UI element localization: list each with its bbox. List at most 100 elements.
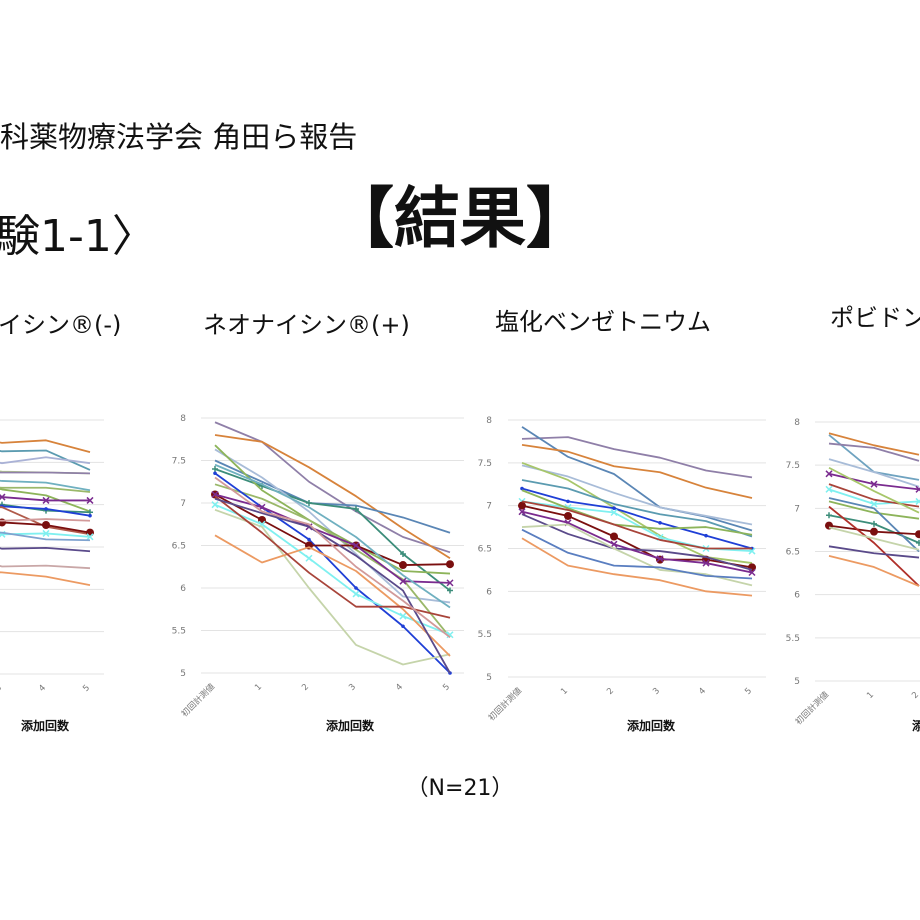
series-line xyxy=(0,439,91,454)
x-tick-label: 初回計測値 xyxy=(793,689,831,727)
chart-4-title: ポビドン xyxy=(830,304,920,332)
data-point xyxy=(916,539,920,546)
chart-2-title: ネオナイシン®(+) xyxy=(203,311,410,339)
series-line xyxy=(521,528,753,580)
y-tick-label: 7.5 xyxy=(478,459,492,469)
series-line xyxy=(0,506,91,536)
chart-3-title: 塩化ベンゼトニウム xyxy=(495,308,711,336)
series-line xyxy=(828,466,920,514)
data-point xyxy=(518,508,526,516)
data-point xyxy=(915,497,920,505)
series-line xyxy=(828,545,920,559)
y-tick-label: 5.5 xyxy=(478,630,492,640)
y-tick-label: 7 xyxy=(486,502,492,512)
data-point xyxy=(446,560,454,569)
series-line xyxy=(521,489,753,536)
x-tick-label: 1 xyxy=(865,690,876,701)
series-line xyxy=(214,448,451,604)
y-tick-label: 7 xyxy=(794,504,800,514)
y-tick-label: 6 xyxy=(486,587,492,597)
series-line xyxy=(214,497,451,674)
x-tick-label: 4 xyxy=(37,683,48,694)
data-point xyxy=(42,496,50,504)
series-line xyxy=(214,508,451,666)
y-tick-label: 5 xyxy=(180,669,186,679)
data-point xyxy=(871,520,877,527)
x-tick-label: 2 xyxy=(910,690,920,701)
series-line xyxy=(521,464,753,526)
series-line xyxy=(521,537,753,597)
data-point xyxy=(656,555,664,563)
x-tick-label: 4 xyxy=(697,686,708,697)
data-point xyxy=(211,501,219,509)
y-tick-label: 5.5 xyxy=(172,627,186,637)
series-line xyxy=(828,500,920,520)
data-point xyxy=(520,486,524,491)
series-line xyxy=(0,521,91,534)
series-line xyxy=(214,493,451,584)
data-point xyxy=(566,499,570,504)
x-tick-label: 初回計測値 xyxy=(179,681,217,719)
data-point xyxy=(518,501,526,510)
chart-2: 5 5.5 6 6.5 7 7.5 8 初回計測値 1 2 3 4 5 添加回数 xyxy=(172,414,464,733)
series-line xyxy=(0,531,91,542)
result-title: 【結果】 xyxy=(328,180,592,257)
data-point xyxy=(870,527,878,536)
series-line xyxy=(828,483,920,508)
data-point xyxy=(354,586,358,590)
chart-3: 5 5.5 6 6.5 7 7.5 8 初回計測値 1 2 3 4 5 添加回数 xyxy=(478,416,766,733)
series-line xyxy=(0,449,91,471)
series-line xyxy=(521,461,753,564)
data-point xyxy=(212,466,218,472)
series-line xyxy=(521,510,753,574)
data-point xyxy=(305,554,313,562)
series-line xyxy=(214,534,451,657)
x-axis-title: 添加回数 xyxy=(627,718,676,733)
y-tick-label: 6 xyxy=(180,584,186,594)
y-tick-label: 6.5 xyxy=(478,545,492,555)
series-line xyxy=(0,486,91,493)
data-point xyxy=(825,470,833,478)
series-line xyxy=(214,421,451,554)
data-point xyxy=(610,540,618,548)
series-line xyxy=(828,526,920,551)
y-tick-label: 7.5 xyxy=(786,461,800,471)
series-line xyxy=(0,571,91,586)
data-point xyxy=(447,587,453,594)
series-line xyxy=(0,564,91,570)
series-line xyxy=(828,442,920,462)
data-point xyxy=(42,529,50,537)
data-point xyxy=(86,496,94,504)
data-point xyxy=(915,530,920,539)
series-line xyxy=(214,483,451,638)
y-tick-label: 8 xyxy=(486,416,492,426)
data-point xyxy=(44,507,48,511)
data-point xyxy=(825,485,833,493)
series-line xyxy=(214,444,451,575)
series-line xyxy=(828,505,920,587)
chart-1-title: イシン®(-) xyxy=(0,311,122,339)
reference-text: 科薬物療法学会 角田ら報告 xyxy=(0,120,358,154)
x-tick-label: 5 xyxy=(441,682,452,693)
data-point xyxy=(399,612,407,620)
series-line xyxy=(521,426,753,532)
data-point xyxy=(610,508,618,517)
x-axis-title: 添加回数 xyxy=(326,718,375,733)
series-line xyxy=(521,500,752,550)
data-point xyxy=(88,513,92,518)
series-line xyxy=(521,436,753,479)
data-point xyxy=(307,537,311,542)
data-point xyxy=(748,568,756,577)
series-line xyxy=(0,479,91,492)
series-line xyxy=(214,476,451,639)
sample-size-label: （N=21） xyxy=(406,776,514,801)
data-point xyxy=(211,490,219,499)
x-tick-label: 初回計測値 xyxy=(486,685,524,723)
x-tick-label: 5 xyxy=(81,683,92,694)
x-tick-label: 2 xyxy=(300,682,311,693)
series-line xyxy=(214,495,451,619)
series-line xyxy=(521,504,753,569)
x-tick-label: 3 xyxy=(651,686,662,697)
y-tick-label: 5.5 xyxy=(786,634,800,644)
